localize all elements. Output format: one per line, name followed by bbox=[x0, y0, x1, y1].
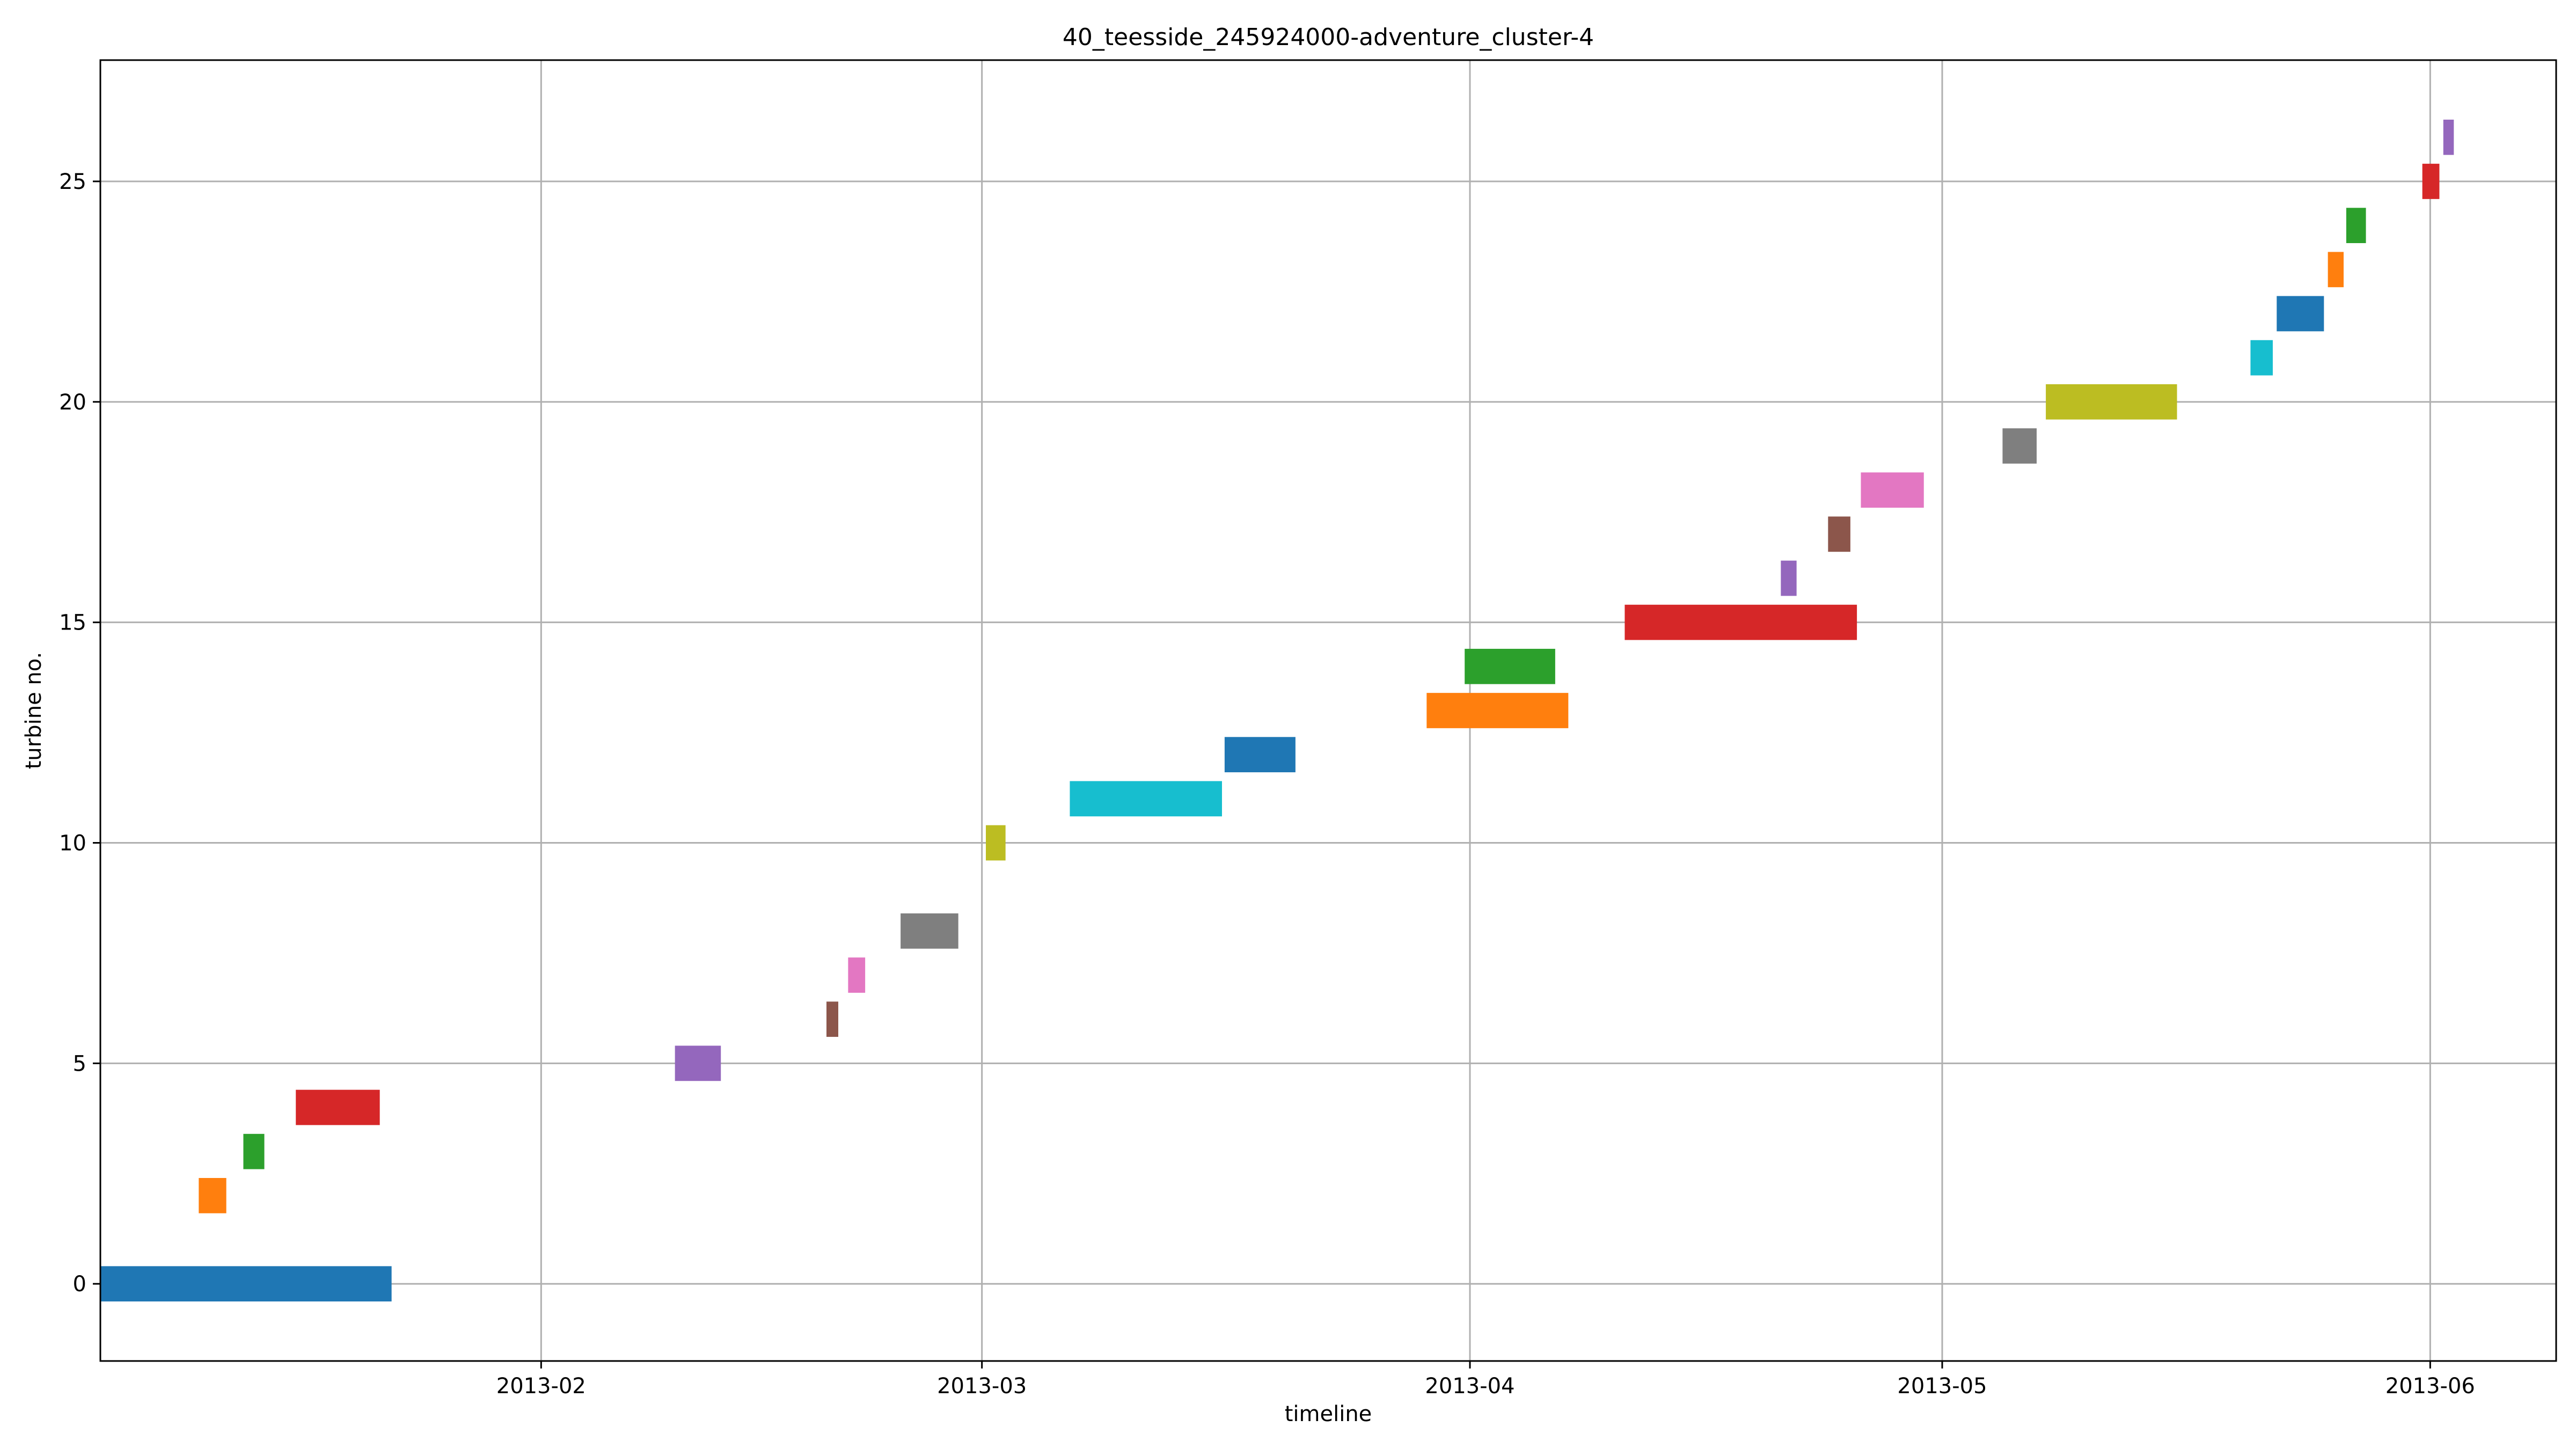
y-tick-label: 25 bbox=[59, 170, 86, 194]
x-tick-label: 2013-04 bbox=[1425, 1374, 1514, 1399]
y-axis-label: turbine no. bbox=[21, 652, 46, 770]
gantt-bar-turbine-17 bbox=[1828, 516, 1850, 552]
x-axis-label: timeline bbox=[1285, 1402, 1372, 1426]
gantt-bar-turbine-18 bbox=[1861, 472, 1924, 508]
gantt-bar-turbine-15 bbox=[1624, 604, 1857, 640]
gantt-bar-turbine-20 bbox=[2046, 384, 2177, 420]
gantt-bar-turbine-26 bbox=[2443, 119, 2454, 155]
bars bbox=[100, 119, 2454, 1302]
x-tick-label: 2013-05 bbox=[1897, 1374, 1987, 1399]
y-tick-label: 0 bbox=[73, 1272, 86, 1297]
gantt-bar-turbine-13 bbox=[1426, 693, 1569, 728]
gantt-bar-turbine-24 bbox=[2346, 208, 2366, 244]
gantt-bar-turbine-11 bbox=[1070, 781, 1222, 817]
chart-title: 40_teesside_245924000-adventure_cluster-… bbox=[1063, 24, 1594, 51]
gantt-bar-turbine-4 bbox=[296, 1089, 380, 1125]
y-tick-label: 15 bbox=[59, 611, 86, 635]
gantt-bar-turbine-2 bbox=[199, 1177, 226, 1213]
gantt-bar-turbine-8 bbox=[901, 913, 958, 949]
gantt-bar-turbine-0 bbox=[100, 1266, 392, 1302]
y-tick-label: 20 bbox=[59, 390, 86, 415]
plot-frame bbox=[99, 59, 2557, 1362]
gantt-bar-turbine-3 bbox=[243, 1133, 265, 1169]
y-axis-ticks: 0 5 10 15 20 25 bbox=[59, 170, 100, 1297]
gantt-bar-turbine-7 bbox=[848, 957, 866, 993]
x-tick-label: 2013-06 bbox=[2385, 1374, 2475, 1399]
gantt-bar-turbine-21 bbox=[2250, 340, 2273, 376]
gantt-bar-turbine-10 bbox=[986, 825, 1006, 861]
y-tick-label: 10 bbox=[59, 831, 86, 856]
gantt-bar-turbine-16 bbox=[1781, 560, 1797, 596]
gantt-bar-turbine-12 bbox=[1224, 737, 1296, 773]
gantt-bar-turbine-14 bbox=[1465, 648, 1555, 684]
x-tick-label: 2013-02 bbox=[496, 1374, 586, 1399]
y-tick-label: 5 bbox=[73, 1051, 86, 1076]
gantt-bar-turbine-22 bbox=[2277, 296, 2324, 332]
gantt-bar-turbine-19 bbox=[2002, 428, 2037, 464]
gantt-bar-turbine-5 bbox=[675, 1045, 721, 1081]
gantt-bar-turbine-6 bbox=[826, 1001, 838, 1037]
x-axis-ticks: 2013-02 2013-03 2013-04 2013-05 2013-06 bbox=[496, 1361, 2475, 1399]
gantt-bar-turbine-25 bbox=[2422, 164, 2440, 199]
x-tick-label: 2013-03 bbox=[937, 1374, 1027, 1399]
gantt-bar-turbine-23 bbox=[2328, 252, 2344, 288]
